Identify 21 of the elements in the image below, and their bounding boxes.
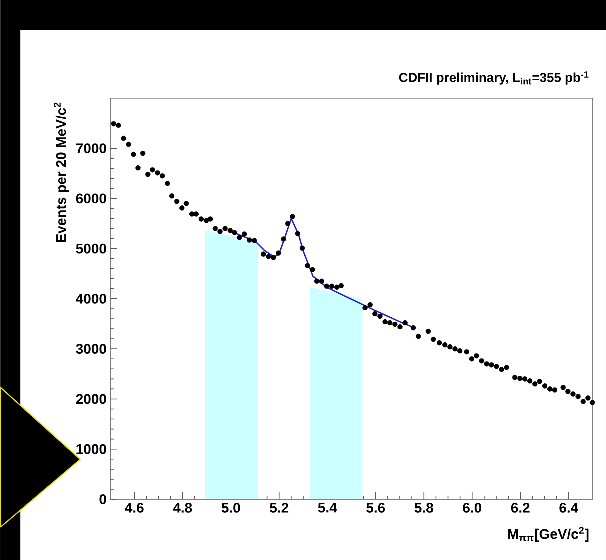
y-tick-label: 5000 xyxy=(76,244,106,254)
x-tick-label: 5.0 xyxy=(222,502,240,513)
x-tick-label: 5.2 xyxy=(270,502,289,513)
x-tick-label: 6.0 xyxy=(463,502,482,513)
y-tick-label: 7000 xyxy=(76,143,106,154)
y-tick-label: 4000 xyxy=(76,294,106,304)
y-tick-label: 0 xyxy=(100,494,106,504)
x-tick-label: 5.4 xyxy=(318,502,338,513)
x-tick-label: 4.6 xyxy=(125,502,144,513)
y-tick-label: 6000 xyxy=(76,193,106,204)
x-tick-label: 6.2 xyxy=(511,502,530,513)
y-tick-label: 2000 xyxy=(76,394,106,404)
x-tick-label: 5.6 xyxy=(366,502,386,513)
y-axis-title: Events per 20 MeV/c$^{2}$ xyxy=(54,102,69,242)
x-tick-label: 6.4 xyxy=(560,502,579,513)
x-axis-title: M$_{ππ}$[GeV/c$^{2}$] xyxy=(508,526,589,542)
chart-title: CDFII preliminary, L$_{int}$=355 pb$^{-1}$ xyxy=(399,71,589,85)
y-tick-label: 1000 xyxy=(76,444,106,454)
y-tick-label: 3000 xyxy=(76,344,106,354)
x-tick-label: 5.8 xyxy=(414,502,434,513)
x-tick-label: 4.8 xyxy=(173,502,192,513)
